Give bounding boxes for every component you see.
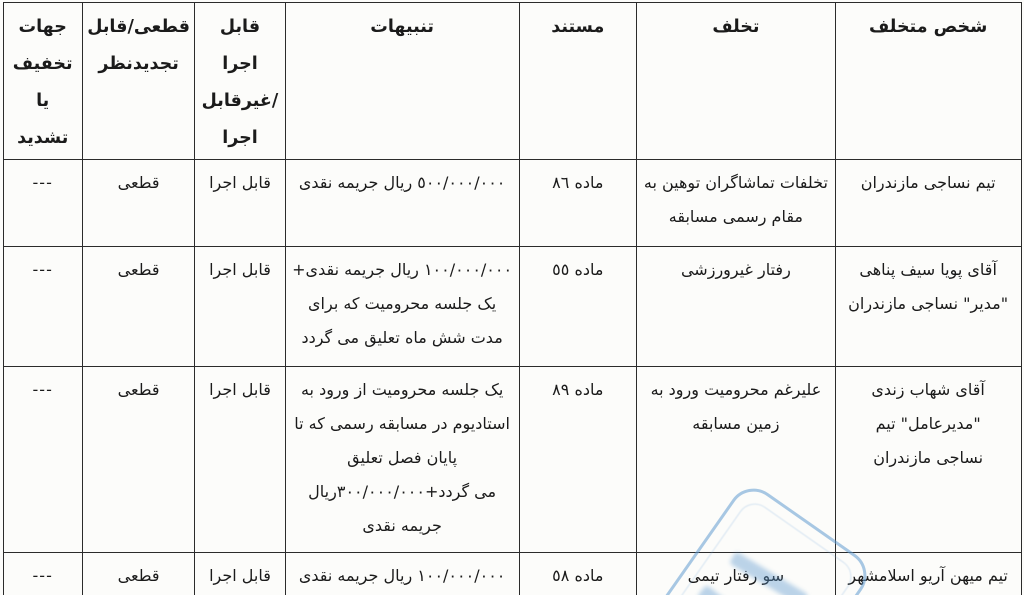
cell-mitigation: --- — [2, 552, 83, 595]
cell-finality: قطعی — [81, 159, 196, 247]
cell-penalties: یک جلسه محرومیت از ورود به استادیوم در م… — [284, 366, 520, 553]
cell-mitigation: --- — [2, 159, 83, 247]
cell-evidence: ماده ٨٦ — [518, 159, 638, 247]
cell-person: تیم نساجی مازندران — [834, 159, 1022, 247]
header-mitigation: جهات تخفیف یا تشدید — [2, 2, 83, 160]
cell-person: تیم میهن آریو اسلامشهر — [834, 552, 1022, 595]
cell-violation: سو رفتار تیمی — [636, 552, 836, 595]
cell-enforceability: قابل اجرا — [194, 366, 286, 553]
cell-violation: رفتار غیرورزشی — [636, 246, 836, 367]
cell-enforceability: قابل اجرا — [194, 552, 286, 595]
header-finality: قطعی/قابل تجدیدنظر — [81, 2, 196, 160]
header-enforceability: قابل اجرا /غیرقابل اجرا — [194, 2, 286, 160]
header-evidence: مستند — [518, 2, 638, 160]
cell-penalties: ١٠٠/٠٠٠/٠٠٠ ریال جریمه نقدی — [284, 552, 520, 595]
cell-penalties: ٥٠٠/٠٠٠/٠٠٠ ریال جریمه نقدی — [284, 159, 520, 247]
table-row: تیم میهن آریو اسلامشهر سو رفتار تیمی ماد… — [2, 552, 1022, 595]
header-person: شخص متخلف — [834, 2, 1022, 160]
table-row: آقای پویا سیف پناهی "مدیر" نساجی مازندرا… — [2, 246, 1022, 367]
cell-finality: قطعی — [81, 246, 196, 367]
cell-person: آقای پویا سیف پناهی "مدیر" نساجی مازندرا… — [834, 246, 1022, 367]
cell-enforceability: قابل اجرا — [194, 246, 286, 367]
cell-mitigation: --- — [2, 366, 83, 553]
cell-penalties: ١٠٠/٠٠٠/٠٠٠ ریال جریمه نقدی+ یک جلسه محر… — [284, 246, 520, 367]
cell-finality: قطعی — [81, 552, 196, 595]
table-row: تیم نساجی مازندران تخلفات تماشاگران توهی… — [2, 159, 1022, 247]
header-penalties: تنبیهات — [284, 2, 520, 160]
cell-evidence: ماده ٥٥ — [518, 246, 638, 367]
cell-mitigation: --- — [2, 246, 83, 367]
cell-evidence: ماده ٥٨ — [518, 552, 638, 595]
header-row: شخص متخلف تخلف مستند تنبیهات قابل اجرا /… — [2, 2, 1022, 160]
header-violation: تخلف — [636, 2, 836, 160]
cell-person: آقای شهاب زندی "مدیرعامل" تیم نساجی مازن… — [834, 366, 1022, 553]
cell-evidence: ماده ٨٩ — [518, 366, 638, 553]
cell-finality: قطعی — [81, 366, 196, 553]
cell-violation: علیرغم محرومیت ورود به زمین مسابقه — [636, 366, 836, 553]
cell-violation: تخلفات تماشاگران توهین به مقام رسمی مساب… — [636, 159, 836, 247]
cell-enforceability: قابل اجرا — [194, 159, 286, 247]
table-row: آقای شهاب زندی "مدیرعامل" تیم نساجی مازن… — [2, 366, 1022, 553]
